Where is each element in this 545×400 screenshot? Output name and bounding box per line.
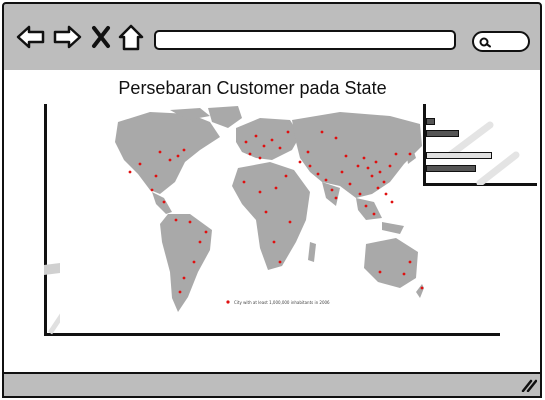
map-legend-text: City with at least 1,000,000 inhabitants… [234,300,330,305]
arrow-right-icon[interactable] [52,22,82,52]
status-bar [2,372,542,398]
search-icon [479,37,491,48]
chart-y-axis [44,104,47,336]
home-icon[interactable] [116,22,146,52]
page-title: Persebaran Customer pada State [118,78,387,98]
map-legend-marker [226,300,230,304]
close-icon[interactable] [90,22,112,52]
search-box[interactable] [472,31,530,52]
arrow-left-icon[interactable] [16,22,46,52]
mini-chart-shadow [446,121,520,185]
resize-grip-icon[interactable] [521,378,537,392]
mini-bar [426,152,492,159]
world-map-image: City with at least 1,000,000 inhabitants… [60,102,424,330]
mini-bar [426,130,459,137]
mini-bar [426,118,435,125]
chart-x-axis [44,333,500,336]
mini-bar [426,165,476,172]
address-bar[interactable] [154,30,456,50]
mini-chart-y-axis [423,104,426,186]
